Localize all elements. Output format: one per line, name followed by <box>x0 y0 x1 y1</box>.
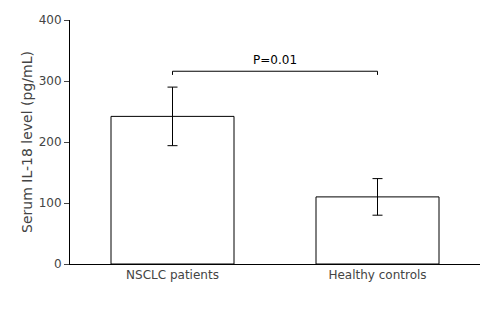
svg-text:300: 300 <box>39 74 62 88</box>
svg-text:NSCLC patients: NSCLC patients <box>126 268 219 282</box>
svg-text:0: 0 <box>54 257 62 271</box>
svg-text:P=0.01: P=0.01 <box>253 53 297 67</box>
svg-text:Serum IL-18 level (pg/mL): Serum IL-18 level (pg/mL) <box>19 51 35 233</box>
svg-text:400: 400 <box>39 13 62 27</box>
svg-text:Healthy controls: Healthy controls <box>328 268 426 282</box>
svg-text:200: 200 <box>39 135 62 149</box>
svg-text:100: 100 <box>39 196 62 210</box>
